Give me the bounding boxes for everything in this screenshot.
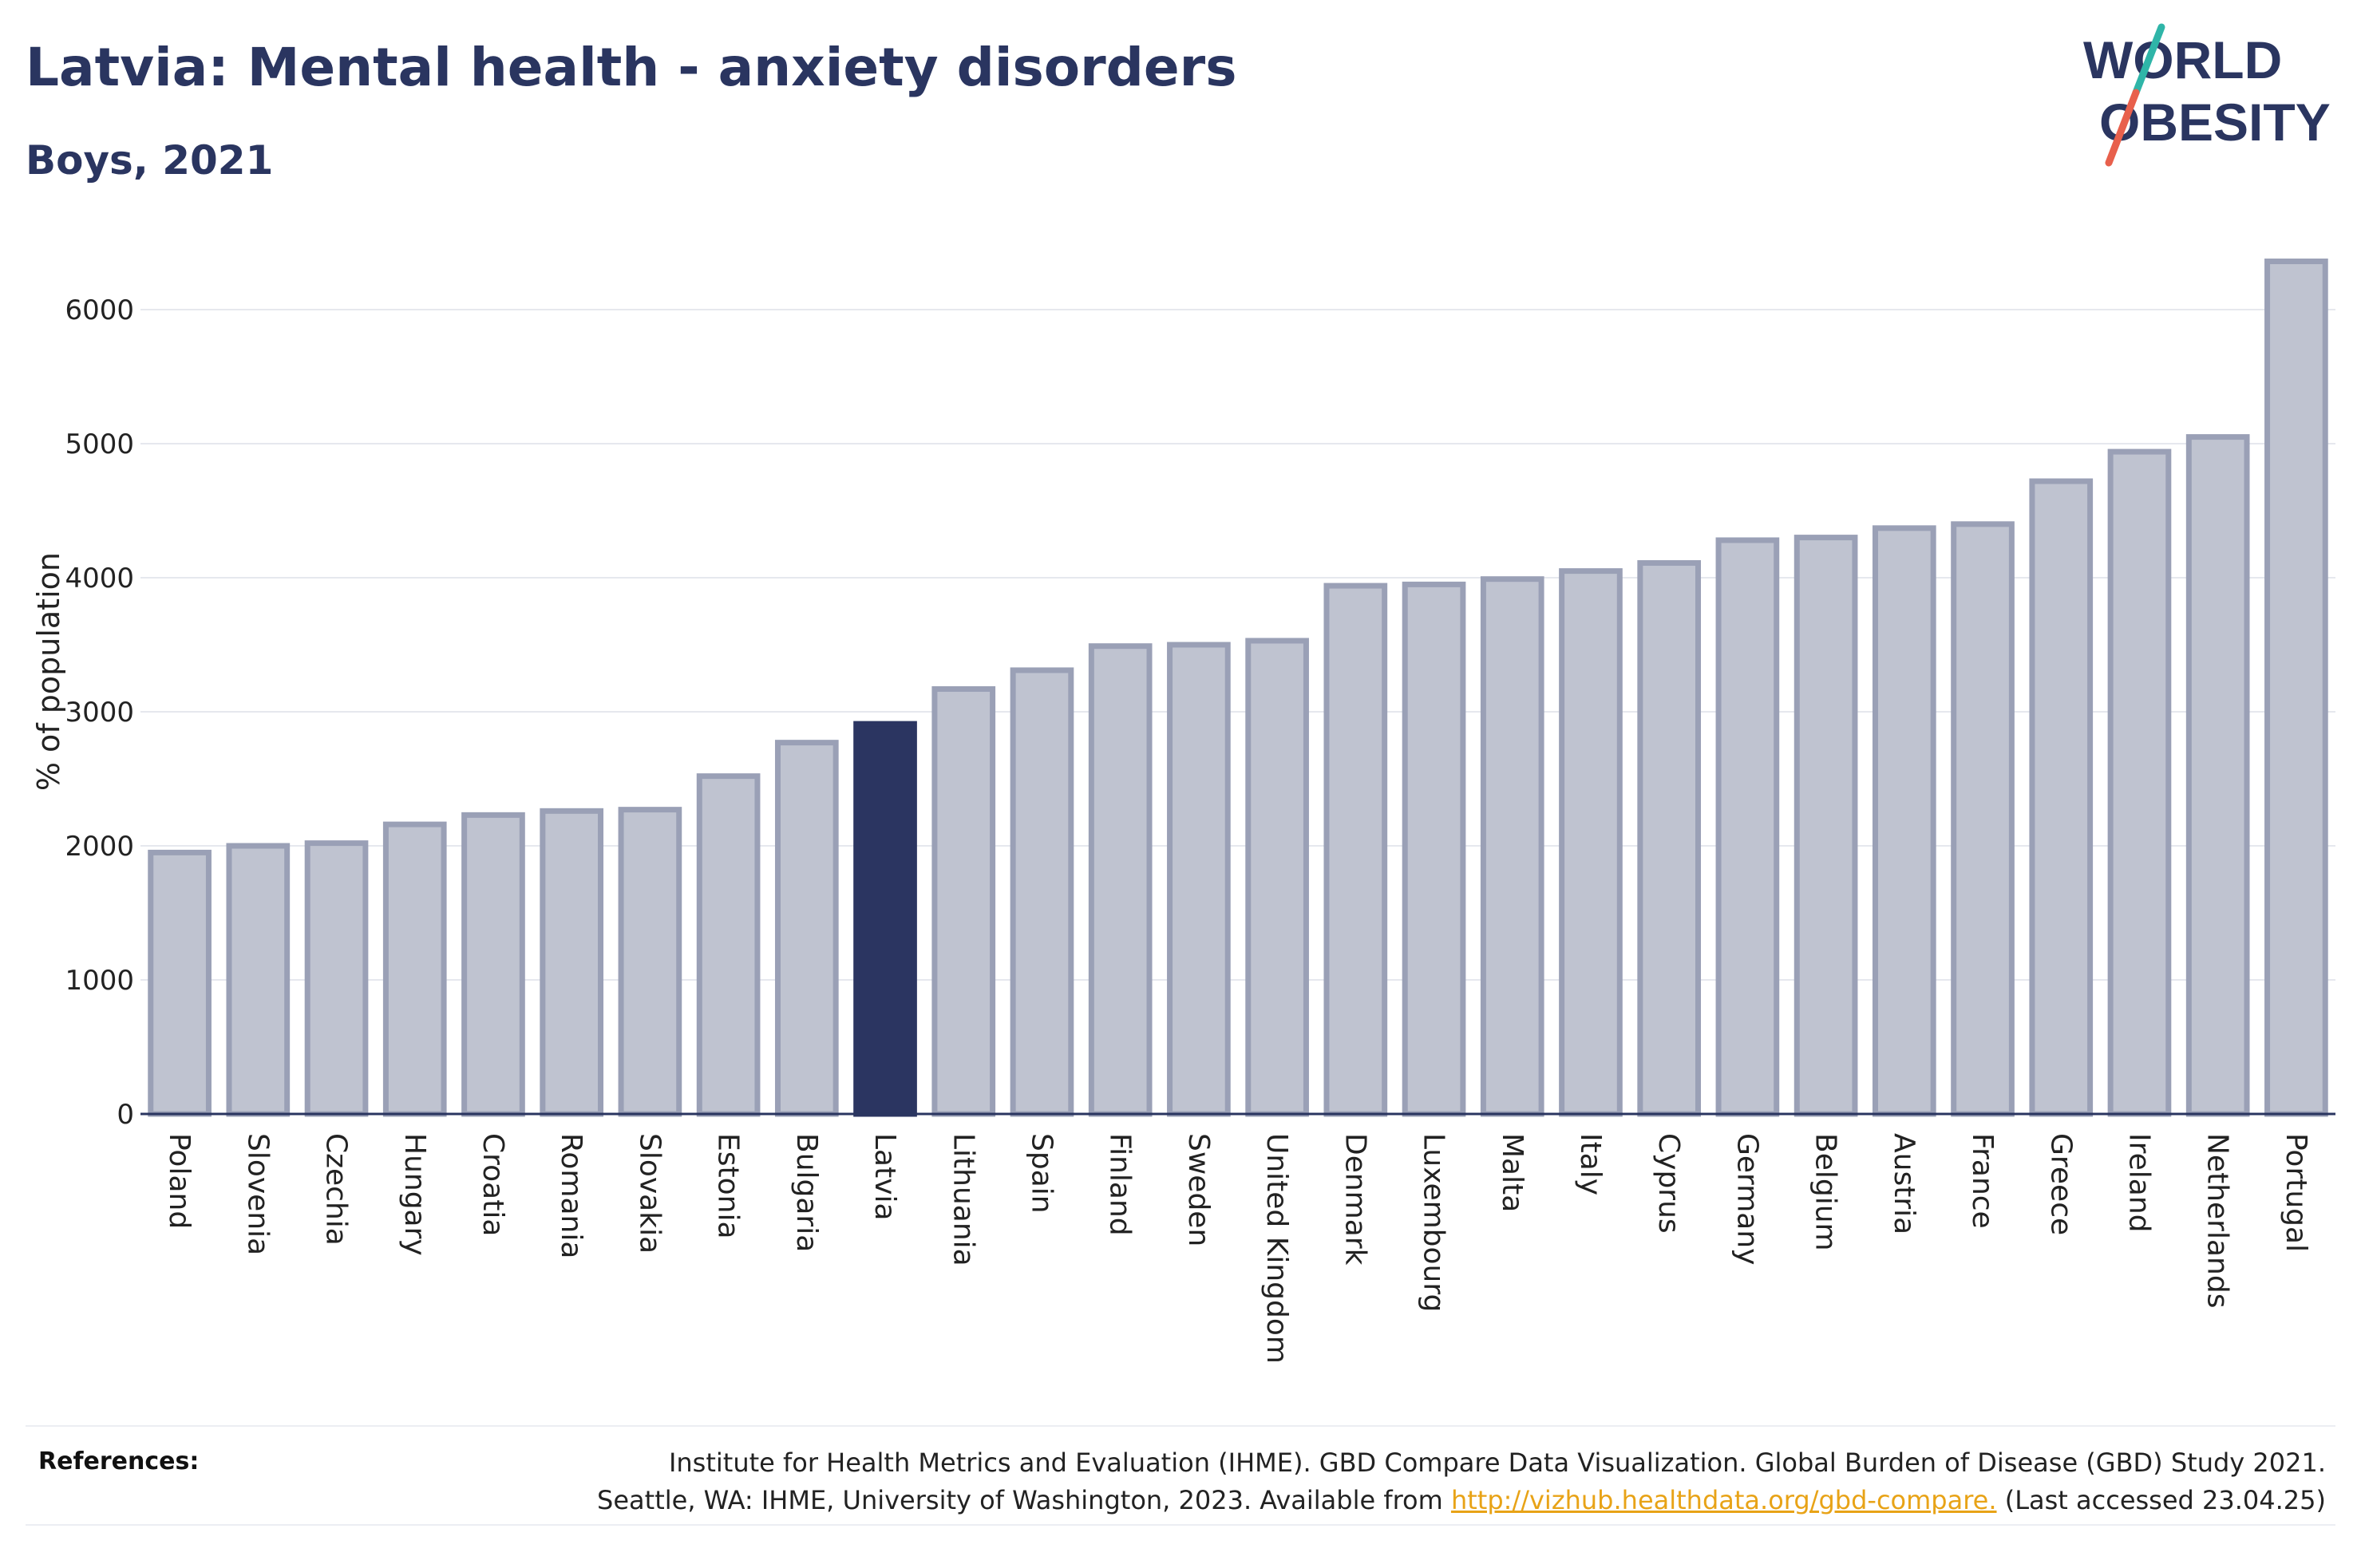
y-tick-label: 2000: [65, 831, 134, 863]
bar-spain: [1010, 667, 1074, 1117]
logo-slash-bottom: [2105, 89, 2140, 167]
x-tick-label: Sweden: [1182, 1133, 1215, 1246]
divider-bottom: [26, 1524, 2335, 1526]
bar-united-kingdom: [1245, 638, 1309, 1117]
bar-finland: [1088, 643, 1153, 1117]
bar-slovenia: [226, 843, 291, 1117]
x-tick-label: Denmark: [1339, 1133, 1371, 1266]
logo-line1: WORLD: [2083, 30, 2282, 89]
y-tick-label: 3000: [65, 697, 134, 729]
y-axis-label: % of population: [31, 552, 66, 791]
x-tick-label: France: [1966, 1133, 1999, 1229]
x-tick-label: Portugal: [2280, 1133, 2312, 1252]
logo-line2: OBESITY: [2099, 93, 2331, 152]
x-tick-label: Romania: [555, 1133, 587, 1258]
x-tick-label: Slovakia: [633, 1133, 666, 1254]
bar-austria: [1872, 525, 1936, 1117]
world-obesity-logo: WORLD OBESITY: [2083, 23, 2331, 167]
x-tick-label: United Kingdom: [1260, 1133, 1293, 1364]
x-tick-label: Luxembourg: [1418, 1133, 1450, 1312]
bar-czechia: [304, 840, 369, 1117]
bar-germany: [1715, 537, 1780, 1117]
bar-sweden: [1167, 642, 1231, 1117]
bar-luxembourg: [1402, 581, 1466, 1117]
bar-france: [1951, 521, 2015, 1117]
references-label: References:: [38, 1448, 200, 1475]
x-tick-label: Belgium: [1809, 1133, 1842, 1251]
x-tick-label: Bulgaria: [790, 1133, 823, 1252]
bar-hungary: [382, 821, 447, 1117]
x-tick-label: Estonia: [712, 1133, 745, 1239]
bar-netherlands: [2185, 434, 2250, 1117]
bar-lithuania: [931, 685, 996, 1117]
bar-italy: [1559, 568, 1623, 1117]
y-tick-label: 1000: [65, 965, 134, 997]
x-tick-label: Latvia: [868, 1133, 901, 1221]
bar-slovakia: [618, 807, 682, 1117]
bar-denmark: [1323, 583, 1388, 1117]
x-tick-label: Germany: [1730, 1133, 1763, 1265]
bar-ireland: [2107, 448, 2172, 1117]
y-tick-label: 5000: [65, 429, 134, 460]
bar-belgium: [1793, 535, 1858, 1117]
x-tick-label: Slovenia: [241, 1133, 274, 1255]
x-tick-label: Czechia: [320, 1133, 353, 1246]
bar-portugal: [2264, 259, 2328, 1117]
references-text: Institute for Health Metrics and Evaluat…: [597, 1444, 2326, 1519]
x-tick-label: Hungary: [398, 1133, 431, 1256]
y-tick-label: 0: [117, 1099, 134, 1131]
bar-bulgaria: [774, 740, 839, 1117]
bar-poland: [148, 849, 212, 1117]
x-tick-label: Netherlands: [2201, 1133, 2234, 1308]
reference-link[interactable]: http://vizhub.healthdata.org/gbd-compare…: [1450, 1485, 1997, 1515]
bar-greece: [2029, 478, 2094, 1117]
x-tick-label: Greece: [2044, 1133, 2077, 1235]
x-tick-label: Poland: [163, 1133, 196, 1229]
x-tick-label: Spain: [1025, 1133, 1058, 1214]
reference-line-2-suffix: (Last accessed 23.04.25): [1996, 1485, 2326, 1515]
bar-estonia: [696, 773, 761, 1117]
logo-slash-top: [2132, 23, 2165, 97]
page-title: Latvia: Mental health - anxiety disorder…: [26, 37, 1237, 98]
x-tick-label: Italy: [1574, 1133, 1607, 1195]
reference-line-2-prefix: Seattle, WA: IHME, University of Washing…: [597, 1485, 1451, 1515]
x-tick-label: Malta: [1496, 1133, 1529, 1212]
reference-line-2: Seattle, WA: IHME, University of Washing…: [597, 1482, 2326, 1519]
x-tick-label: Ireland: [2122, 1133, 2155, 1233]
divider-top: [26, 1425, 2335, 1427]
bar-cyprus: [1637, 560, 1702, 1117]
x-tick-label: Cyprus: [1652, 1133, 1685, 1234]
bar-malta: [1480, 576, 1544, 1117]
x-tick-label: Austria: [1888, 1133, 1920, 1234]
y-tick-label: 4000: [65, 563, 134, 594]
page-subtitle: Boys, 2021: [26, 137, 274, 184]
x-tick-label: Lithuania: [947, 1133, 979, 1266]
x-tick-label: Finland: [1104, 1133, 1137, 1236]
bar-latvia: [853, 721, 917, 1117]
reference-line-1: Institute for Health Metrics and Evaluat…: [668, 1448, 2326, 1478]
bar-romania: [540, 808, 604, 1117]
bar-chart: 0 1000 2000 3000 4000 5000 6000 % of population…: [31, 259, 2335, 1364]
y-tick-label: 6000: [65, 294, 134, 326]
bar-croatia: [461, 812, 525, 1117]
x-tick-label: Croatia: [477, 1133, 509, 1236]
